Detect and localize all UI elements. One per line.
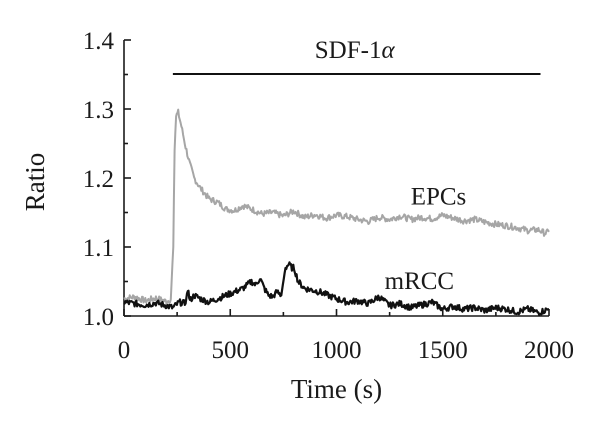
stimulus-label: SDF-1α — [315, 37, 396, 64]
y-axis-title: Ratio — [20, 153, 50, 212]
y-tick-label: 1.1 — [83, 235, 114, 262]
y-tick-label: 1.2 — [83, 166, 114, 193]
x-tick-label: 500 — [212, 337, 250, 364]
series-line-mrcc — [123, 261, 550, 316]
series-label-epcs: EPCs — [411, 183, 467, 210]
axis-ticks — [123, 39, 550, 317]
x-tick-label: 1000 — [312, 337, 362, 364]
x-tick-label: 0 — [118, 337, 131, 364]
series-line-epcs — [123, 108, 550, 305]
axis-tick-labels: 0 500 1000 1500 2000 1.0 1.1 1.2 1.3 1.4 — [83, 28, 574, 364]
x-tick-label: 1500 — [418, 337, 468, 364]
series-label-mrcc: mRCC — [385, 268, 454, 295]
x-axis-title: Time (s) — [291, 374, 382, 404]
y-tick-label: 1.4 — [83, 28, 115, 55]
y-tick-label: 1.3 — [83, 97, 114, 124]
series-layer — [123, 108, 550, 316]
y-tick-label: 1.0 — [83, 304, 114, 331]
x-tick-label: 2000 — [524, 337, 574, 364]
